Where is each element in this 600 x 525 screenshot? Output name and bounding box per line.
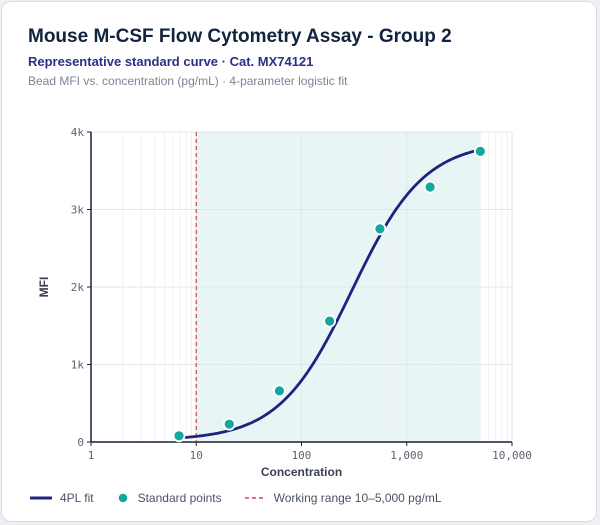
y-tick-label: 0 [77,436,84,449]
chart-legend: 4PL fit Standard points Working range 10… [30,489,442,507]
y-tick-label: 2k [71,281,85,294]
y-tick-label: 1k [71,359,85,372]
x-tick-label: 100 [292,449,312,462]
standard-point [423,180,437,194]
x-axis-title: Concentration [261,465,342,479]
legend-points-label: Standard points [137,491,222,505]
chart-caption: Bead MFI vs. concentration (pg/mL) · 4-p… [28,74,348,88]
legend-item-points: Standard points [116,491,222,505]
standard-point [323,314,337,328]
standard-curve-chart: 1 10 100 1,000 10,000 0 1k 2k 3k 4k Concentration M… [37,126,532,479]
chart-subtitle: Representative standard curve · Cat. MX7… [28,54,314,69]
standard-point [273,384,286,398]
standard-point [172,429,186,443]
legend-points-swatch [116,492,129,504]
y-axis-title: MFI [37,277,51,298]
x-tick-label: 10 [190,449,203,462]
legend-item-range: Working range 10–5,000 pg/mL [244,491,442,505]
legend-fit-swatch [30,496,52,500]
legend-range-label: Working range 10–5,000 pg/mL [273,491,442,505]
x-tick-label: 1,000 [390,449,423,462]
y-tick-label: 4k [71,126,85,139]
chart-title: Mouse M-CSF Flow Cytometry Assay - Group… [28,26,452,47]
x-tick-label: 10,000 [492,449,532,462]
legend-fit-label: 4PL fit [60,491,94,505]
legend-range-swatch [244,497,265,499]
standard-point [222,417,236,431]
y-tick-label: 3k [71,204,85,217]
x-tick-label: 1 [88,449,95,462]
legend-item-fit: 4PL fit [30,491,94,505]
standard-point [373,222,387,236]
fit-curve [175,148,482,440]
standard-point [473,144,487,158]
